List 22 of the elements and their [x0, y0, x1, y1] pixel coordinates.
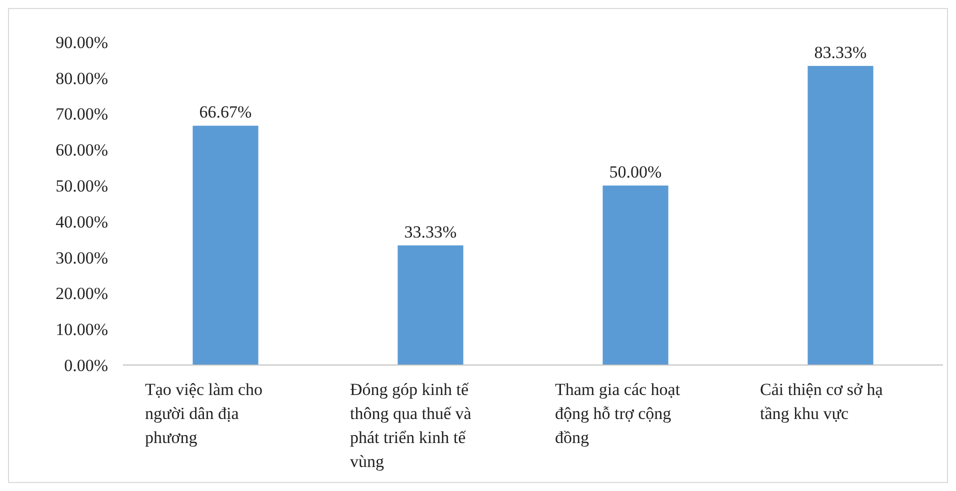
bar — [192, 126, 258, 365]
bar — [602, 186, 668, 365]
y-tick-label: 10.00% — [56, 320, 108, 340]
y-tick-label: 40.00% — [56, 212, 108, 232]
x-tick-label: Đóng góp kinh tế thông qua thuế và phát triển kinh tế vùng — [350, 380, 472, 471]
bar — [398, 245, 464, 365]
y-tick-label: 90.00% — [56, 32, 108, 52]
data-label: 66.67% — [199, 102, 252, 122]
y-tick-label: 30.00% — [56, 248, 108, 268]
data-label: 83.33% — [814, 42, 867, 62]
data-label: 33.33% — [404, 222, 457, 242]
y-tick-label: 20.00% — [56, 284, 108, 304]
x-tick-label: Cải thiện cơ sở hạ tầng khu vực — [760, 380, 884, 423]
y-tick-label: 70.00% — [56, 104, 108, 124]
x-tick-label: Tạo việc làm cho người dân địa phương — [145, 380, 263, 447]
y-tick-label: 50.00% — [56, 176, 108, 196]
y-tick-label: 0.00% — [64, 356, 108, 375]
data-label: 50.00% — [609, 162, 662, 182]
x-tick-label: Tham gia các hoạt động hỗ trợ cộng đồng — [555, 380, 680, 447]
y-tick-label: 60.00% — [56, 140, 108, 160]
bar — [808, 66, 874, 365]
y-tick-label: 80.00% — [56, 68, 108, 88]
